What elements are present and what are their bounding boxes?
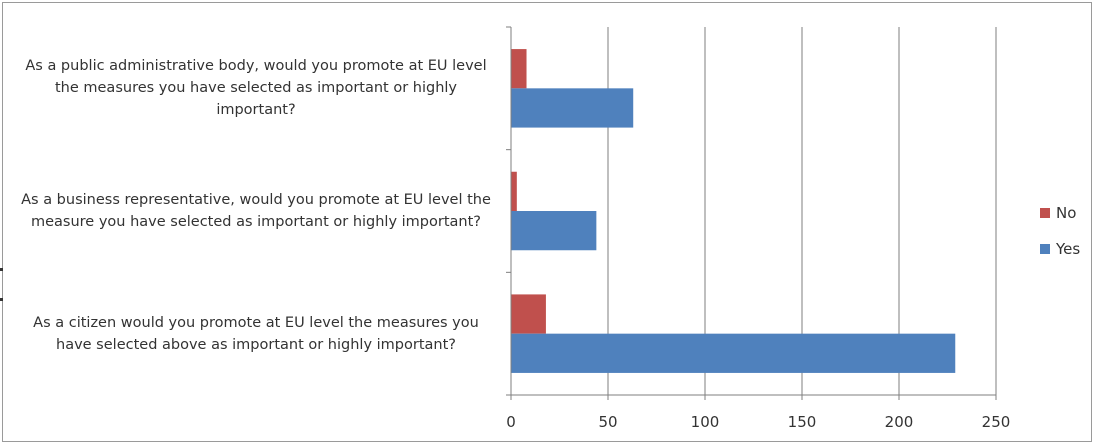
legend-label-yes: Yes <box>1056 240 1081 258</box>
legend-swatch-yes <box>1040 244 1050 254</box>
x-tick-label: 250 <box>982 413 1011 431</box>
category-label: As a public administrative body, would y… <box>25 58 487 119</box>
legend-item-yes: Yes <box>1040 231 1080 267</box>
legend-swatch-no <box>1040 208 1050 218</box>
x-tick-label: 150 <box>788 413 817 431</box>
bar-no-2 <box>511 171 517 211</box>
bar-no-1 <box>511 49 527 89</box>
edge-mark <box>0 298 3 301</box>
legend: No Yes <box>1040 195 1080 267</box>
x-tick-label: 100 <box>691 413 720 431</box>
legend-item-no: No <box>1040 195 1080 231</box>
bar-yes-2 <box>511 211 597 251</box>
bar-yes-1 <box>511 88 634 128</box>
bar-yes-3 <box>511 333 956 373</box>
edge-mark <box>0 268 3 271</box>
bar-no-3 <box>511 294 546 334</box>
category-label: As a citizen would you promote at EU lev… <box>33 314 479 353</box>
x-tick-label: 0 <box>506 413 516 431</box>
x-tick-label: 200 <box>885 413 914 431</box>
x-tick-label: 50 <box>598 413 617 431</box>
category-label: As a business representative, would you … <box>21 191 491 230</box>
legend-label-no: No <box>1056 204 1077 222</box>
